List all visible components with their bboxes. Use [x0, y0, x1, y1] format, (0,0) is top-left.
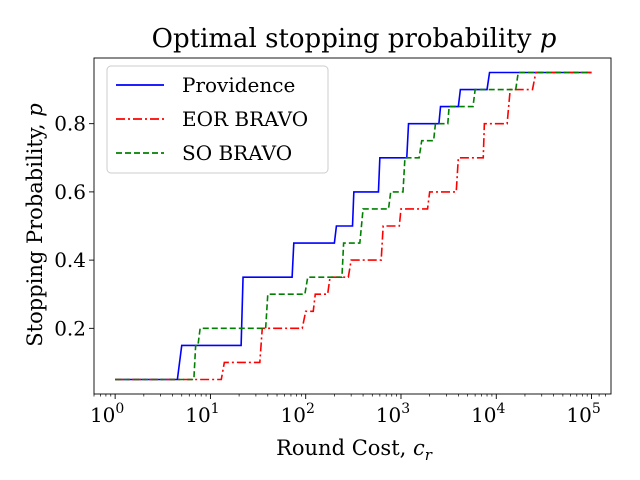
y-tick-label-2: 0.6: [54, 180, 86, 204]
x-axis-label-text: Round Cost,: [276, 436, 413, 460]
x-tick-label-3: 103: [376, 401, 410, 427]
x-axis-label-subscript: r: [425, 446, 433, 464]
legend-label-1: Providence: [182, 73, 295, 97]
y-axis-label: Stopping Probability, p: [23, 103, 47, 346]
x-tick-label-2: 102: [281, 401, 315, 427]
x-tick-label-exponent: 4: [497, 401, 506, 417]
x-tick-label-base: 10: [376, 403, 401, 427]
chart-title-variable: p: [540, 24, 557, 54]
x-tick-label-4: 104: [471, 401, 505, 427]
legend-box: [106, 65, 329, 174]
x-tick-label-1: 101: [185, 401, 219, 427]
x-tick-label-exponent: 2: [306, 401, 315, 417]
x-tick-label-base: 10: [185, 403, 210, 427]
x-tick-label-exponent: 3: [401, 401, 410, 417]
plot-frame: [93, 57, 612, 395]
x-tick-label-0: 100: [90, 401, 124, 427]
x-tick-label-exponent: 1: [211, 401, 220, 417]
y-tick-label-3: 0.8: [54, 112, 86, 136]
y-tick-label-0: 0.2: [54, 316, 86, 340]
x-tick-label-base: 10: [566, 403, 591, 427]
y-tick-label-1: 0.4: [54, 248, 86, 272]
x-axis-label: Round Cost, cr: [276, 436, 433, 464]
x-tick-label-base: 10: [471, 403, 496, 427]
x-tick-label-exponent: 5: [592, 401, 601, 417]
x-tick-label-exponent: 0: [115, 401, 124, 417]
x-tick-label-base: 10: [281, 403, 306, 427]
x-tick-label-5: 105: [566, 401, 600, 427]
x-tick-label-base: 10: [90, 403, 115, 427]
chart-title-text: Optimal stopping probability: [152, 24, 540, 54]
plot-area: 100 101 102 103 104 1050.20.40.60.8Providence…: [54, 57, 612, 427]
x-axis-label-variable: c: [413, 436, 425, 460]
series-line-2: [115, 71, 592, 381]
y-axis-label-text: Stopping Probability,: [23, 117, 47, 347]
chart-title: Optimal stopping probability p: [152, 24, 557, 54]
y-axis-label-variable: p: [23, 103, 47, 116]
legend-label-2: EOR BRAVO: [182, 107, 308, 131]
series-line-1: [115, 71, 592, 381]
legend-label-3: SO BRAVO: [182, 141, 292, 165]
series-line-3: [115, 71, 592, 381]
